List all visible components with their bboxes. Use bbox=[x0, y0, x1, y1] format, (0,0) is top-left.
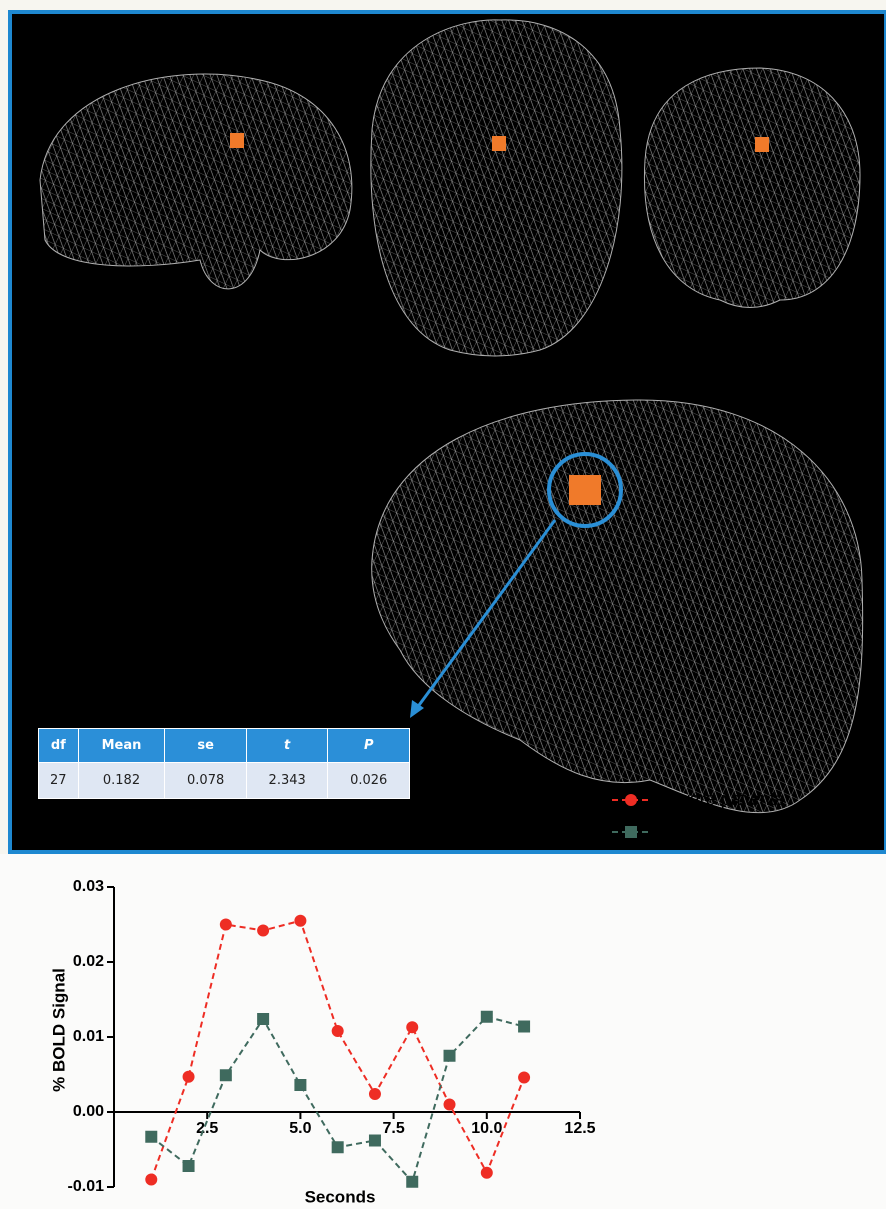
marker bbox=[406, 1175, 419, 1188]
data-row: 27 0.182 0.078 2.343 0.026 bbox=[38, 762, 410, 799]
arrow-head bbox=[410, 700, 424, 718]
legend-marker bbox=[625, 826, 637, 838]
header-row: df Mean se t P bbox=[38, 728, 410, 763]
y-tick-label: -0.01 bbox=[68, 1178, 105, 1195]
table-cell: se bbox=[164, 728, 247, 763]
arrow bbox=[412, 519, 557, 713]
roi-cube bbox=[569, 475, 601, 505]
roi-cube bbox=[230, 133, 244, 148]
series-line bbox=[150, 919, 526, 1180]
y-axis-title: % BOLD Signal bbox=[49, 968, 68, 1092]
marker bbox=[294, 914, 307, 927]
marker bbox=[331, 1141, 344, 1154]
marker bbox=[219, 918, 232, 931]
marker bbox=[331, 1025, 344, 1037]
marker bbox=[368, 1088, 381, 1100]
table-cell: 0.078 bbox=[164, 762, 247, 799]
chart-bg bbox=[0, 854, 886, 1209]
marker bbox=[518, 1020, 531, 1033]
brain-side bbox=[39, 73, 353, 290]
legend-marker bbox=[625, 794, 637, 806]
table-cell: 27 bbox=[38, 762, 79, 799]
brain-top bbox=[370, 19, 623, 357]
stats-table: df Mean se t P 27 0.182 0.078 2.343 0.026 bbox=[38, 728, 410, 799]
roi-cube bbox=[492, 136, 506, 151]
marker bbox=[257, 1013, 270, 1025]
stats-table-wrap: df Mean se t P 27 0.182 0.078 2.343 0.026 bbox=[38, 728, 410, 799]
y-tick-label: 0.03 bbox=[73, 878, 104, 895]
table-cell: P bbox=[327, 728, 410, 763]
table-cell: df bbox=[38, 728, 79, 763]
brain-front bbox=[643, 67, 861, 308]
marker bbox=[257, 924, 270, 937]
marker bbox=[406, 1021, 419, 1034]
table-cell: 0.182 bbox=[77, 762, 166, 799]
table-cell: 2.343 bbox=[245, 762, 329, 799]
marker bbox=[182, 1160, 195, 1172]
brain-large bbox=[371, 399, 864, 814]
roi-cube bbox=[755, 137, 769, 152]
y-tick-label: 0.02 bbox=[73, 953, 104, 970]
marker bbox=[219, 1069, 232, 1082]
x-tick-label: 5.0 bbox=[289, 1120, 311, 1137]
marker bbox=[368, 1134, 381, 1147]
marker bbox=[480, 1010, 493, 1023]
marker bbox=[443, 1098, 456, 1111]
activation bbox=[230, 133, 769, 505]
x-tick-label: 12.5 bbox=[564, 1120, 595, 1137]
x-tick-label: 10.0 bbox=[471, 1120, 502, 1137]
table-cell: 0.026 bbox=[327, 762, 410, 799]
marker bbox=[518, 1071, 531, 1084]
table-cell: t bbox=[245, 728, 329, 763]
highlight-circle bbox=[547, 452, 623, 528]
marker bbox=[182, 1070, 195, 1083]
x-axis-title: Seconds bbox=[305, 1187, 376, 1206]
x-tick-label: 7.5 bbox=[382, 1120, 404, 1137]
marker bbox=[145, 1173, 158, 1186]
brain-views bbox=[39, 19, 864, 814]
marker bbox=[443, 1049, 456, 1062]
marker bbox=[480, 1166, 493, 1179]
legend-label: Unaware patients bbox=[665, 821, 805, 841]
legend-label: Aware patients bbox=[665, 789, 784, 809]
marker bbox=[145, 1130, 158, 1143]
y-tick-label: 0.01 bbox=[73, 1028, 104, 1045]
marker bbox=[294, 1079, 307, 1091]
y-tick-label: 0.00 bbox=[73, 1103, 104, 1120]
table-cell: Mean bbox=[77, 728, 166, 763]
